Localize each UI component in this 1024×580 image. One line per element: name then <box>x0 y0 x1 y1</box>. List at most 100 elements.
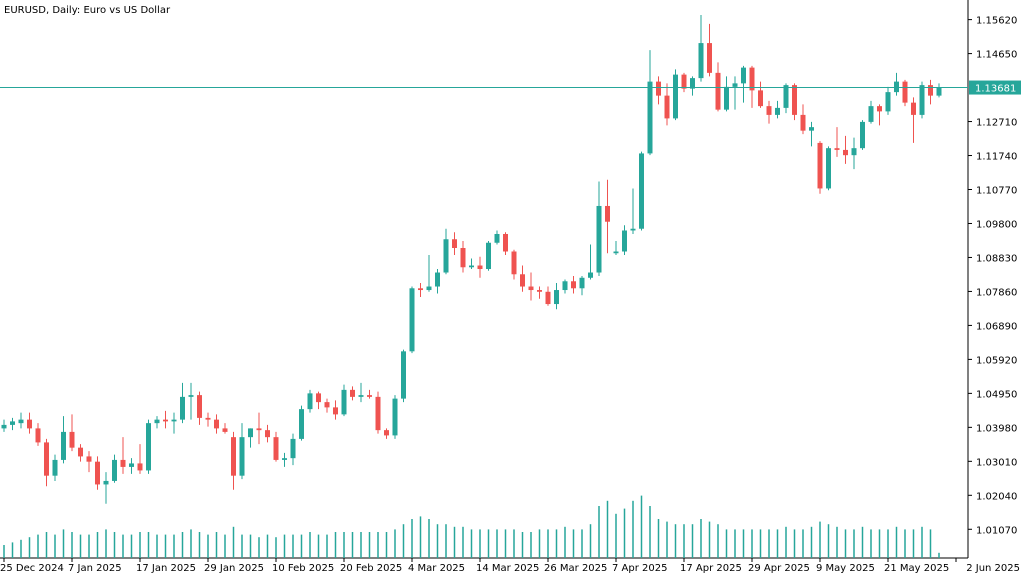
candle <box>486 240 491 271</box>
candle-body <box>656 81 661 96</box>
candle-body <box>44 442 49 476</box>
candle-body <box>783 85 789 108</box>
candle <box>27 412 32 434</box>
candle-body <box>401 351 406 399</box>
candle-body <box>877 106 882 112</box>
candle-body <box>817 142 823 189</box>
timeframe-label: Daily: <box>52 5 80 16</box>
candle <box>894 72 899 96</box>
candle-body <box>809 127 814 131</box>
candle-body <box>800 114 806 131</box>
candle-body <box>375 396 381 431</box>
candle-body <box>214 419 219 429</box>
candle-body <box>537 290 542 292</box>
candle-body <box>792 85 797 115</box>
candle-body <box>834 148 840 150</box>
candle-body <box>452 239 457 248</box>
candle <box>392 395 398 439</box>
candle <box>1 419 7 432</box>
candle <box>800 104 806 135</box>
candle <box>664 83 670 126</box>
candle-body <box>622 230 627 252</box>
candle <box>273 431 279 462</box>
candle <box>341 384 347 417</box>
candle-body <box>613 251 619 254</box>
candle <box>146 419 151 474</box>
candle <box>758 81 763 108</box>
candle <box>86 451 92 473</box>
candle-body <box>698 43 704 79</box>
candle-body <box>690 78 695 89</box>
candle <box>188 382 194 420</box>
candle <box>44 438 49 487</box>
candle <box>333 400 338 420</box>
time-tick-label: 9 May 2025 <box>816 563 875 574</box>
candle-body <box>418 288 423 291</box>
candle <box>843 135 848 164</box>
candle-body <box>605 205 610 222</box>
candle-body <box>843 149 848 156</box>
candle <box>443 228 449 275</box>
candle-body <box>163 419 168 422</box>
price-tick-label: 1.12710 <box>976 118 1017 129</box>
candle-body <box>673 74 678 119</box>
candle <box>826 146 831 191</box>
candle <box>936 83 942 98</box>
candle <box>358 382 364 403</box>
candle <box>78 444 83 462</box>
candle <box>171 412 177 434</box>
candle <box>613 240 619 256</box>
candle <box>817 141 823 194</box>
candle <box>477 256 483 278</box>
candle <box>741 65 746 103</box>
candle-body <box>273 437 279 460</box>
current-price-line-group: 1.13681 <box>0 80 1021 95</box>
candle-body <box>477 265 483 270</box>
candle-body <box>868 106 874 122</box>
candle-body <box>503 233 508 252</box>
price-axis-labels: 1.15620 1.14650 1.12710 1.11740 1.10770 1.098… <box>968 16 1017 536</box>
candle <box>494 230 500 245</box>
candle-body <box>265 430 270 438</box>
candle <box>545 286 551 306</box>
time-tick-label: 21 May 2025 <box>884 563 949 574</box>
candle-body <box>248 428 253 438</box>
candle-body <box>928 85 933 96</box>
candle <box>690 76 695 96</box>
candle-body <box>384 430 389 436</box>
candle-body <box>639 153 644 229</box>
candle <box>511 249 517 280</box>
price-tick-label: 1.07860 <box>976 287 1017 298</box>
candle-body <box>511 251 517 275</box>
candle-body <box>35 428 41 443</box>
candle <box>299 405 304 441</box>
candle <box>537 286 542 299</box>
price-tick-label: 1.03980 <box>976 423 1017 434</box>
candle-body <box>724 86 729 110</box>
time-tick-label: 26 Mar 2025 <box>544 563 607 574</box>
time-tick-label: 29 Jan 2025 <box>204 563 264 574</box>
candle <box>707 23 712 77</box>
candle-body <box>197 395 202 418</box>
candle-body <box>222 428 228 432</box>
candle-body <box>256 428 262 431</box>
price-tick-label: 1.04950 <box>976 389 1017 400</box>
candle <box>61 416 66 464</box>
candle-body <box>112 459 117 481</box>
candle <box>52 454 58 481</box>
candle <box>214 414 219 434</box>
candle <box>860 120 865 150</box>
current-price-tag-bg <box>969 80 1021 95</box>
candle <box>571 276 576 294</box>
candle-body <box>766 106 772 115</box>
candle-body <box>715 72 721 110</box>
price-tick-label: 1.03010 <box>976 457 1017 468</box>
price-tick-label: 1.06890 <box>976 321 1017 332</box>
candle-body <box>282 458 287 460</box>
candle-body <box>630 228 636 231</box>
candle <box>460 240 466 273</box>
candle <box>426 255 432 292</box>
time-tick-label: 17 Apr 2025 <box>680 563 742 574</box>
